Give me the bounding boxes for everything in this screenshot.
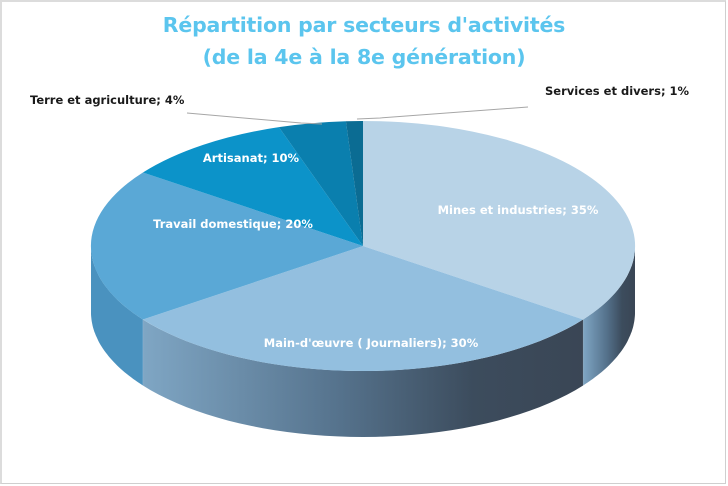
pie-slice[interactable] [142, 127, 363, 246]
pie-slices [90, 120, 636, 372]
slice-side [583, 246, 635, 386]
data-labels: Mines et industries; 35% Main-d'œuvre ( J… [30, 84, 690, 350]
slice-side [142, 319, 584, 437]
data-label: Mines et industries; 35% [438, 203, 599, 217]
chart-title: Répartition par secteurs d'activités [162, 13, 566, 37]
pie-sides [91, 246, 635, 437]
pie-slice[interactable] [363, 121, 636, 320]
pie-slice[interactable] [90, 172, 363, 320]
data-label: Main-d'œuvre ( Journaliers); 30% [264, 336, 479, 350]
pie-slice[interactable] [278, 121, 363, 246]
slice-side [91, 246, 143, 386]
data-label: Travail domestique; 20% [153, 217, 313, 231]
data-label: Terre et agriculture; 4% [30, 93, 185, 107]
data-label: Services et divers; 1% [545, 84, 690, 98]
data-label: Artisanat; 10% [203, 151, 300, 165]
leader-lines [186, 106, 529, 125]
pie-slice[interactable] [345, 120, 363, 246]
chart-subtitle: (de la 4e à la 8e génération) [202, 45, 526, 69]
pie-slice[interactable] [142, 246, 584, 372]
